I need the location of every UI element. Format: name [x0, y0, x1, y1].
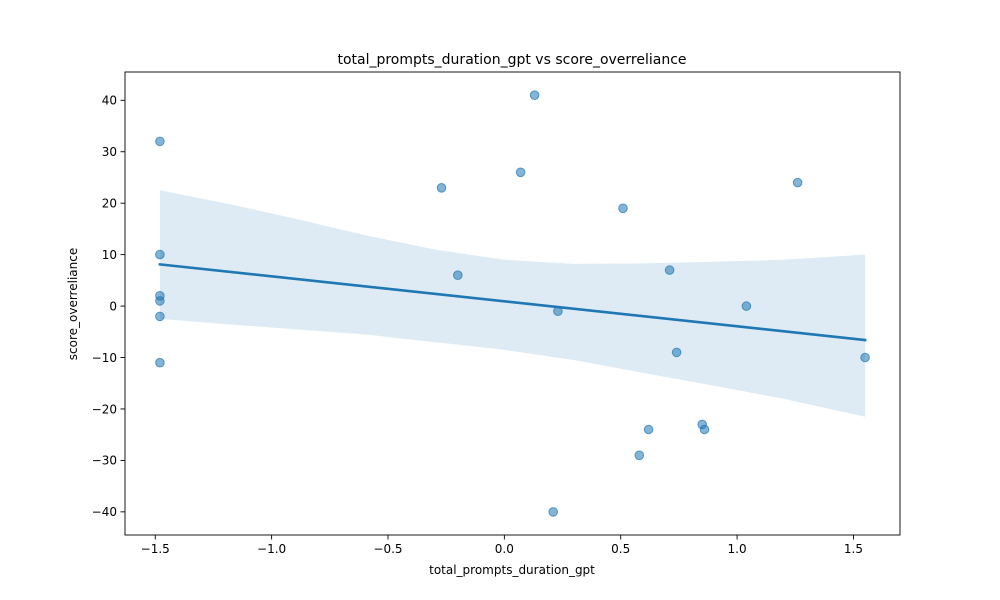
x-tick-label: 0.5 [611, 542, 630, 556]
y-tick-label: −20 [92, 402, 117, 416]
x-axis: −1.5 −1.0 −0.5 0.0 0.5 1.0 1.5 [141, 535, 863, 556]
y-tick-label: 10 [102, 248, 117, 262]
y-tick-label: −10 [92, 351, 117, 365]
scatter-point [155, 357, 165, 368]
scatter-point [155, 249, 165, 260]
scatter-point [792, 177, 803, 188]
x-axis-label: total_prompts_duration_gpt [429, 563, 595, 577]
regression-line [158, 262, 867, 342]
plot-area [124, 71, 901, 536]
scatter-point [643, 424, 654, 435]
x-tick-label: 0.0 [495, 542, 514, 556]
y-axis-label: score_overreliance [66, 248, 80, 360]
y-tick-label: 30 [102, 145, 117, 159]
scatter-point [515, 167, 526, 178]
scatter-point [741, 301, 752, 311]
scatter-point [548, 507, 559, 517]
y-tick-label: −40 [92, 505, 117, 519]
y-axis: −40 −30 −20 −10 0 10 20 30 40 [92, 94, 125, 519]
regression-line-layer [158, 262, 867, 342]
scatter-point [155, 311, 165, 322]
scatter-point [671, 347, 682, 358]
x-tick-label: −1.5 [141, 542, 170, 556]
y-tick-label: 20 [102, 196, 117, 210]
scatter-point [155, 136, 165, 147]
scatter-point [529, 90, 540, 100]
chart-title: total_prompts_duration_gpt vs score_over… [337, 52, 686, 68]
plot-frame [124, 71, 901, 536]
scatter-point [664, 265, 675, 275]
scatter-point [453, 270, 463, 281]
y-tick-label: 0 [109, 299, 117, 313]
x-tick-label: 1.0 [728, 542, 747, 556]
x-tick-label: 1.5 [844, 542, 863, 556]
scatter-point [860, 352, 870, 363]
y-tick-label: 40 [102, 94, 117, 108]
scatter-point [553, 306, 563, 317]
scatter-point [155, 296, 165, 306]
scatter-point [618, 203, 628, 214]
scatter-point [436, 183, 447, 193]
scatter-point [634, 450, 645, 461]
y-tick-label: −30 [92, 454, 117, 468]
x-tick-label: −1.0 [257, 542, 286, 556]
points-layer [155, 90, 870, 517]
scatter-point [699, 424, 710, 435]
x-tick-label: −0.5 [373, 542, 402, 556]
